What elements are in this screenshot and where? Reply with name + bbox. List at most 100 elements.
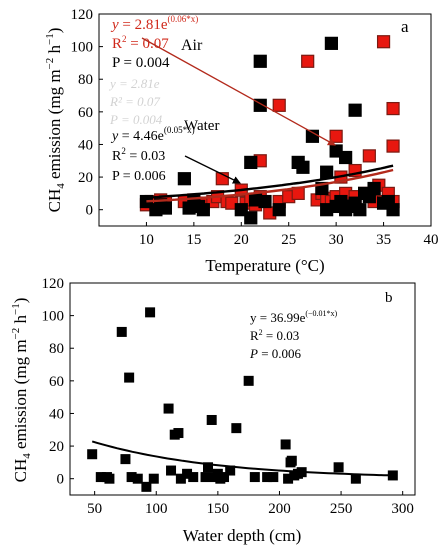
fit-annotation-b: y = 36.99e(−0.01*x) R2 = 0.03 P = 0.006 <box>249 309 338 361</box>
air-p: P = 0.004 <box>112 55 170 71</box>
y-tick-label: 40 <box>49 406 64 422</box>
water-fit-curve <box>146 164 394 199</box>
ghost-annotation: y = 2.81e R² = 0.07 P = 0.004 <box>108 76 163 127</box>
data-point <box>173 428 184 439</box>
y-label-b-exp1: −2 <box>10 328 22 340</box>
x-tick-label: 40 <box>424 232 439 248</box>
panel-label-b: b <box>385 290 393 306</box>
data-point <box>145 307 156 318</box>
data-point <box>280 439 291 450</box>
y-axis-label-b: CH4 emission (mg m−2 h−1) <box>10 298 33 483</box>
data-point <box>175 473 186 484</box>
b-eq-prefix: y = 36.99e <box>250 310 306 325</box>
data-point <box>200 472 211 483</box>
data-point <box>163 403 174 414</box>
data-point <box>206 414 217 425</box>
x-tick-label: 300 <box>391 501 414 517</box>
b-equation: y = 36.99e(−0.01*x) <box>250 309 338 325</box>
data-point <box>132 473 143 484</box>
y-label-a-exp1: −2 <box>44 58 56 70</box>
x-axis-label-b: Water depth (cm) <box>183 526 302 545</box>
b-r2-label: R <box>250 328 259 343</box>
y-label-b-base: CH <box>11 459 30 483</box>
b-r2-sup: 2 <box>259 328 263 337</box>
water-point <box>258 194 272 209</box>
x-axis-b: 50 100 150 200 250 300 <box>87 491 414 517</box>
air-point <box>386 101 400 116</box>
water-point <box>196 203 210 217</box>
data-point <box>231 423 242 434</box>
data-point <box>262 472 273 483</box>
y-tick-label: 100 <box>42 309 65 325</box>
data-point <box>124 372 135 383</box>
air-arrow <box>141 37 336 146</box>
water-point <box>296 160 310 174</box>
depth-fit-curve <box>91 440 395 477</box>
x-tick-label: 20 <box>234 232 249 248</box>
x-tick-label: 100 <box>145 501 168 517</box>
water-point <box>339 150 353 165</box>
water-arrow <box>184 155 241 184</box>
y-label-b-end: ) <box>11 298 30 304</box>
data-point <box>249 472 260 483</box>
air-annotation: y = 2.81e(0.06*x) R2 = 0.07 P = 0.004 Ai… <box>110 14 203 71</box>
water-equation: y = 4.46e(0.05*x) <box>110 125 195 144</box>
plot-frame-b <box>69 282 416 496</box>
x-tick-label: 250 <box>330 501 353 517</box>
water-point <box>320 165 334 179</box>
water-p: P = 0.006 <box>112 169 166 184</box>
water-point <box>348 103 362 117</box>
air-point <box>301 54 315 68</box>
water-point <box>353 203 367 217</box>
data-point <box>126 472 137 483</box>
data-point <box>141 481 152 492</box>
x-tick-label: 50 <box>87 501 102 517</box>
water-point <box>386 203 400 217</box>
water-r2-value: = 0.03 <box>126 149 165 164</box>
plot-frame-a <box>98 13 432 227</box>
data-point <box>87 449 98 460</box>
water-label: Water <box>184 118 219 134</box>
y-tick-label: 40 <box>78 137 93 153</box>
water-eq-exp: (0.05*x) <box>164 125 195 135</box>
air-r2-label: R <box>112 36 122 52</box>
y-label-a-sub: 4 <box>55 183 67 189</box>
y-tick-label: 80 <box>78 72 93 88</box>
y-axis-a: 0 20 40 60 80 100 120 <box>71 7 103 219</box>
water-point <box>158 201 172 215</box>
data-point <box>333 462 344 473</box>
water-point <box>253 54 267 68</box>
air-eq-tail: = 2.81e <box>119 17 168 33</box>
y-label-b-exp2: −1 <box>10 303 22 315</box>
fits-a <box>146 164 394 203</box>
water-eq-tail: = 4.46e <box>118 129 164 144</box>
data-point <box>286 455 297 466</box>
water-r2: R2 = 0.03 <box>112 146 165 164</box>
y-label-a-rest: emission (mg m <box>45 69 64 183</box>
b-r2: R2 = 0.03 <box>250 328 299 343</box>
y-tick-label: 20 <box>78 170 93 186</box>
x-axis-a: 10 15 20 25 30 35 40 <box>139 222 439 248</box>
air-r2-value: = 0.07 <box>127 36 170 52</box>
data-point <box>283 473 294 484</box>
air-label: Air <box>181 37 203 54</box>
ghost-r2: R² = 0.07 <box>109 94 160 109</box>
y-tick-label: 120 <box>42 276 65 292</box>
air-point <box>376 35 391 49</box>
air-point <box>386 139 400 153</box>
y-tick-label: 0 <box>57 472 65 488</box>
data-point <box>120 454 131 465</box>
air-r2: R2 = 0.07 <box>112 34 169 52</box>
x-axis-label-a: Temperature (°C) <box>205 256 324 275</box>
data-point <box>225 465 236 476</box>
x-tick-label: 30 <box>329 232 344 248</box>
water-point <box>177 172 191 186</box>
air-fit-curve <box>146 168 394 203</box>
data-point <box>182 468 193 479</box>
water-point <box>324 36 338 50</box>
b-p-rest: = 0.006 <box>258 346 302 361</box>
data-point <box>203 462 213 473</box>
y-label-a-mid: h <box>45 44 64 57</box>
air-r2-sup: 2 <box>122 34 127 44</box>
